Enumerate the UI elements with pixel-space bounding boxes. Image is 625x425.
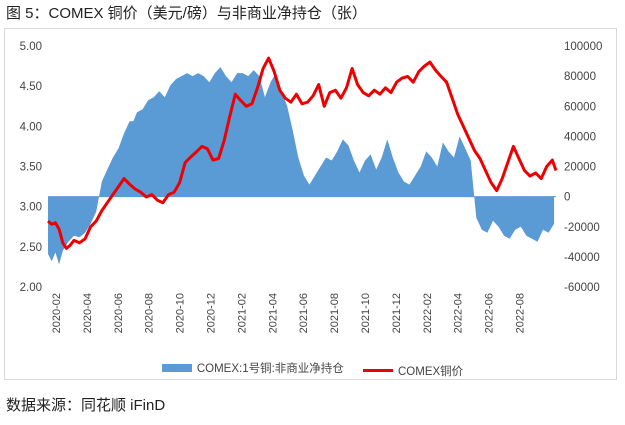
left-tick-label: 3.50 <box>20 162 42 174</box>
right-tick-label: 20000 <box>564 162 596 174</box>
x-axis-ticks: 2020-02 2020-04 2020-06 2020-08 2020-10 2020-… <box>51 293 527 333</box>
right-tick-label: -60000 <box>564 282 600 294</box>
x-tick-label: 2020-12 <box>206 293 218 333</box>
left-tick-label: 4.50 <box>20 81 42 93</box>
chart-title: 图 5：COMEX 铜价（美元/磅）与非商业净持仓（张） <box>6 5 367 22</box>
legend-swatch-line <box>363 369 393 372</box>
left-tick-label: 3.00 <box>20 202 42 214</box>
left-axis-ticks: 2.00 2.50 3.00 3.50 4.00 4.50 5.00 <box>20 41 42 294</box>
x-tick-label: 2020-10 <box>175 293 187 333</box>
x-tick-label: 2021-10 <box>360 293 372 333</box>
line-series-layer <box>47 56 558 250</box>
x-tick-label: 2021-06 <box>298 293 310 333</box>
x-tick-label: 2021-12 <box>391 293 403 333</box>
right-tick-label: 0 <box>564 192 570 204</box>
left-tick-label: 4.00 <box>20 121 42 133</box>
right-tick-label: -40000 <box>564 252 600 264</box>
legend-item-area: COMEX:1号铜:非商业净持仓 <box>161 360 344 376</box>
x-tick-label: 2021-08 <box>329 293 341 333</box>
legend-label-area: COMEX:1号铜:非商业净持仓 <box>196 363 344 375</box>
area-series-layer <box>48 67 555 265</box>
x-tick-label: 2020-02 <box>51 293 63 333</box>
right-tick-label: 60000 <box>564 101 596 113</box>
x-tick-label: 2022-06 <box>484 293 496 333</box>
right-tick-label: -20000 <box>564 222 600 234</box>
right-tick-label: 40000 <box>564 131 596 143</box>
x-tick-label: 2022-02 <box>422 293 434 333</box>
source-note: 数据来源：同花顺 iFinD <box>6 397 166 414</box>
left-tick-label: 2.50 <box>20 242 42 254</box>
chart-panel <box>4 28 617 380</box>
x-tick-label: 2020-04 <box>82 293 94 333</box>
x-tick-label: 2022-08 <box>515 293 527 333</box>
copper-price-line <box>47 56 558 250</box>
legend-swatch-area <box>161 364 192 372</box>
right-tick-label: 100000 <box>564 41 602 53</box>
left-tick-label: 5.00 <box>20 41 42 53</box>
x-tick-label: 2021-04 <box>267 293 279 333</box>
right-tick-label: 80000 <box>564 71 596 83</box>
net-position-area <box>48 67 555 265</box>
x-tick-label: 2021-02 <box>236 293 248 333</box>
left-tick-label: 2.00 <box>20 282 42 294</box>
right-axis-ticks: -60000 -40000 -20000 0 20000 40000 60000 80000 1… <box>564 41 602 294</box>
legend: COMEX:1号铜:非商业净持仓 COMEX铜价 <box>0 360 625 379</box>
x-tick-label: 2022-04 <box>453 293 465 333</box>
x-tick-label: 2020-08 <box>144 293 156 333</box>
legend-label-line: COMEX铜价 <box>398 365 464 378</box>
legend-item-line: COMEX铜价 <box>363 363 463 379</box>
x-tick-label: 2020-06 <box>113 293 125 333</box>
